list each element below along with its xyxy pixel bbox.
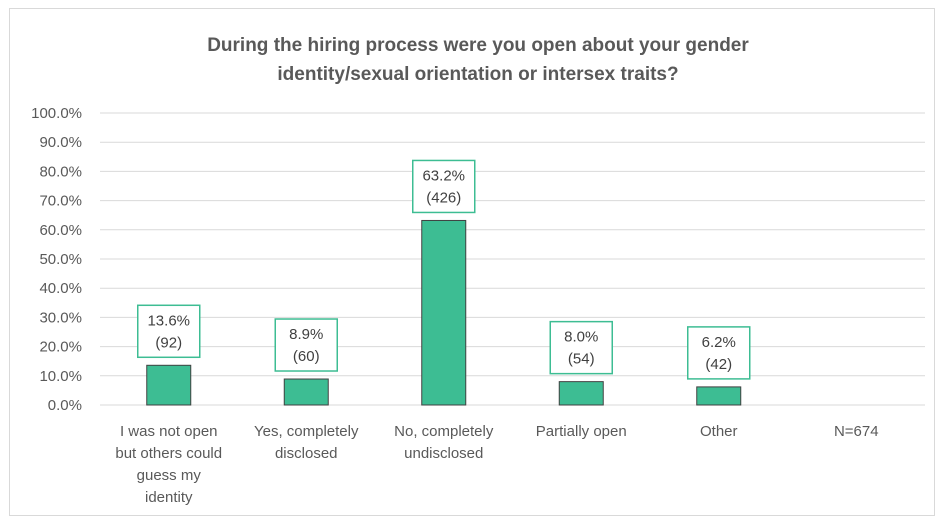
gridlines bbox=[100, 112, 925, 406]
x-category-label: Partially open bbox=[536, 423, 627, 440]
data-label-box bbox=[137, 304, 201, 359]
bar bbox=[146, 364, 192, 406]
x-category-label: but others could bbox=[115, 445, 222, 462]
data-label-text: (42) bbox=[705, 356, 732, 373]
data-label: 8.9% (60) bbox=[274, 318, 338, 372]
chart-title: During the hiring process were you open … bbox=[207, 35, 749, 85]
data-label-text: 63.2% bbox=[422, 167, 465, 184]
data-label-box bbox=[549, 320, 613, 375]
chart-frame bbox=[9, 8, 935, 516]
x-category-label: Other bbox=[700, 423, 738, 440]
data-label: 8.0% (54) bbox=[549, 320, 613, 375]
x-category-label: I was not open bbox=[120, 423, 218, 440]
data-label: 13.6% (92) bbox=[137, 304, 201, 359]
y-tick-label: 0.0% bbox=[48, 397, 82, 414]
y-tick-label: 30.0% bbox=[39, 309, 82, 326]
chart-title-line-2: identity/sexual orientation or intersex … bbox=[277, 64, 678, 85]
x-category-label: undisclosed bbox=[404, 445, 483, 462]
bars bbox=[146, 219, 742, 406]
bar bbox=[558, 381, 604, 406]
y-tick-label: 10.0% bbox=[39, 368, 82, 385]
data-label-text: (54) bbox=[568, 351, 595, 368]
x-category-label: No, completely bbox=[394, 423, 494, 440]
y-tick-label: 90.0% bbox=[39, 134, 82, 151]
x-axis: I was not open but others could guess my id… bbox=[115, 423, 878, 506]
bar bbox=[421, 219, 467, 406]
y-tick-label: 60.0% bbox=[39, 222, 82, 239]
data-label-text: 6.2% bbox=[702, 334, 736, 351]
chart-title-line-1: During the hiring process were you open … bbox=[207, 35, 749, 56]
y-tick-label: 50.0% bbox=[39, 251, 82, 268]
data-label-text: (92) bbox=[155, 334, 182, 351]
y-tick-label: 100.0% bbox=[31, 105, 82, 122]
y-tick-label: 40.0% bbox=[39, 280, 82, 297]
data-label: 63.2% (426) bbox=[412, 159, 476, 214]
x-category-label: Yes, completely bbox=[254, 423, 359, 440]
data-label: 6.2% (42) bbox=[687, 326, 751, 380]
data-label-text: (60) bbox=[293, 348, 320, 365]
data-label-text: 13.6% bbox=[147, 312, 190, 329]
y-tick-label: 70.0% bbox=[39, 193, 82, 210]
y-axis: 0.0% 10.0% 20.0% 30.0% 40.0% 50.0% 60.0% 70.0% 8… bbox=[31, 105, 82, 414]
data-label-text: 8.9% bbox=[289, 326, 323, 343]
data-label-box bbox=[412, 159, 476, 214]
x-category-label: identity bbox=[145, 489, 193, 506]
data-label-text: (426) bbox=[426, 189, 461, 206]
bar bbox=[283, 378, 329, 406]
y-tick-label: 80.0% bbox=[39, 163, 82, 180]
y-tick-label: 20.0% bbox=[39, 339, 82, 356]
x-category-label: guess my bbox=[137, 467, 202, 484]
data-label-box bbox=[687, 326, 751, 380]
x-category-label: N=674 bbox=[834, 423, 879, 440]
data-label-text: 8.0% bbox=[564, 329, 598, 346]
data-labels: 13.6% (92) 8.9% (60) 63.2% (426) 8.0% (54) 6.2% (… bbox=[137, 159, 751, 380]
x-category-label: disclosed bbox=[275, 445, 338, 462]
bar bbox=[696, 386, 742, 406]
data-label-box bbox=[274, 318, 338, 372]
